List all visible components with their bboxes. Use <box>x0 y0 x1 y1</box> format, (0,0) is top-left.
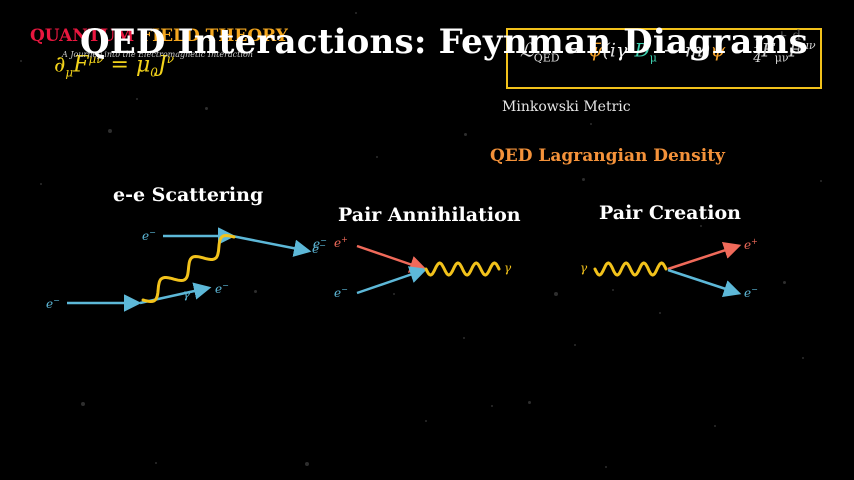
scattering-diagram <box>67 227 312 312</box>
scattering-label-electron-out-top: e− <box>312 241 326 256</box>
creation-label-electron: e− <box>744 285 758 300</box>
scattering-label-electron-out-bottom: e− <box>215 281 229 296</box>
star-dot <box>714 425 716 427</box>
star-dot <box>605 466 607 468</box>
star-dot <box>254 290 257 293</box>
diagram-title-creation: Pair Creation <box>599 202 741 224</box>
field-strength-1: F <box>761 39 775 62</box>
field-indices: μν <box>88 52 104 66</box>
psi-bar: ψ̄ <box>587 39 603 62</box>
field-strength-1-sub: μν <box>774 51 789 65</box>
star-dot <box>425 420 427 422</box>
derivative-index: μ <box>649 51 657 65</box>
creation-photon <box>593 261 668 277</box>
star-dot <box>554 292 558 296</box>
star-dot <box>590 123 592 125</box>
annihilation-electron-line <box>356 266 428 295</box>
current-symbol: J <box>157 52 167 78</box>
star-dot <box>40 183 42 185</box>
scattering-label-photon: γ <box>183 287 191 301</box>
star-dot <box>20 60 22 62</box>
star-dot <box>205 107 208 110</box>
star-dot <box>155 462 157 464</box>
star-dot <box>659 312 661 314</box>
qed-lagrangian-label: QED Lagrangian Density <box>490 146 725 166</box>
minus-sign: − <box>725 39 754 62</box>
scattering-label-electron-in-bottom: e− <box>46 296 60 311</box>
lagrangian-equals: = <box>559 39 588 62</box>
fraction-numerator: 1 <box>753 37 762 52</box>
field-strength-2: F <box>788 39 802 62</box>
fraction-denominator: 4 <box>753 51 762 66</box>
scattering-label-electron-in-top: e− <box>142 228 156 243</box>
annihilation-label-electron: e− <box>334 285 348 300</box>
field-strength-2-sup: μν <box>801 39 816 53</box>
mass-term: − m) <box>656 39 711 62</box>
annihilation-label-positron: e+ <box>334 235 348 250</box>
lagrangian-box: ℒQED = ψ̄(iγμDμ − m)ψ − 1 4 FμνFμν <box>506 28 822 89</box>
star-dot <box>582 178 585 181</box>
star-dot <box>820 180 822 182</box>
minkowski-metric-label: Minkowski Metric <box>502 99 631 115</box>
maxwell-equation: ∂μFμν = μ0Jν <box>54 52 174 80</box>
annihilation-photon <box>424 261 501 277</box>
star-dot <box>376 156 378 158</box>
creation-label-photon: γ <box>580 261 588 275</box>
annihilation-label-photon: γ <box>504 261 512 275</box>
star-dot <box>81 402 85 406</box>
star-dot <box>802 357 804 359</box>
brand-tagline: A Journey into the Electromagnetic Inter… <box>62 50 253 59</box>
creation-positron-line <box>667 242 742 271</box>
page-title: QED Interactions: Feynman Diagrams <box>80 22 809 62</box>
diagram-title-annihilation: Pair Annihilation <box>338 204 521 226</box>
star-dot <box>491 405 493 407</box>
star-dot <box>700 225 702 227</box>
star-dot <box>305 462 309 466</box>
star-dot <box>355 12 357 14</box>
creation-diagram <box>593 242 742 297</box>
current-index: ν <box>166 52 175 66</box>
star-dot <box>136 98 138 100</box>
field-tensor: F <box>73 52 89 78</box>
star-dot <box>519 158 521 160</box>
lagrangian-overflow-text: + d <box>776 28 802 44</box>
star-dot <box>612 289 614 291</box>
creation-label-positron: e+ <box>744 237 758 252</box>
mu-zero-sub: 0 <box>150 65 158 80</box>
lagrangian-equation: ℒQED = ψ̄(iγμDμ − m)ψ − 1 4 FμνFμν <box>520 38 816 65</box>
star-dot <box>108 129 112 133</box>
annihilation-label-electron-left: e− <box>313 236 327 251</box>
lagrangian-sub: QED <box>533 51 560 65</box>
psi: ψ <box>710 39 726 62</box>
brand-part-1: QUANTUM <box>30 26 141 46</box>
creation-electron-line <box>667 268 742 297</box>
star-dot <box>463 337 465 339</box>
brand-part-2: FIELD THEORY <box>140 26 288 46</box>
partial-index: μ <box>65 65 74 80</box>
gamma-index: μ <box>627 39 635 53</box>
annihilation-diagram <box>356 244 501 295</box>
lagrangian-symbol: ℒ <box>520 39 534 62</box>
annihilation-positron-line <box>356 244 428 273</box>
brand-title: QUANTUM FIELD THEORY <box>30 26 288 46</box>
diagram-title-scattering: e-e Scattering <box>113 184 264 206</box>
open-i: (i <box>602 39 616 62</box>
scattering-photon-propagator <box>141 233 236 304</box>
star-dot <box>783 281 786 284</box>
covariant-derivative: D <box>634 39 650 62</box>
gamma-matrix: γ <box>615 39 628 62</box>
scattering-outgoing-top-electron <box>231 234 312 257</box>
star-dot <box>528 401 531 404</box>
equals-mu: = μ <box>103 52 151 78</box>
star-dot <box>393 293 395 295</box>
partial-symbol: ∂ <box>54 52 66 78</box>
star-dot <box>464 133 467 136</box>
star-dot <box>574 344 576 346</box>
